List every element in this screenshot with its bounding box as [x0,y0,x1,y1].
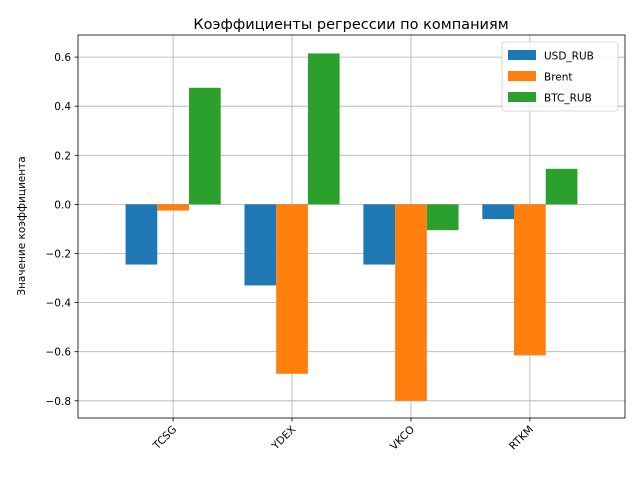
legend-label: BTC_RUB [544,93,592,105]
legend-swatch [508,92,536,102]
bar-brent-vkco [395,204,427,401]
y-tick-label: −0.8 [46,396,72,408]
plot-frame [77,34,626,419]
y-axis: −0.8 −0.6 −0.4 −0.2 0.0 0.2 0.4 0.6 [46,52,78,408]
bar-usd-rub-rtkm [482,204,515,220]
bars [125,53,578,401]
y-axis-label: Значение коэффициента [16,156,28,295]
bar-btc-rub-ydex [307,53,340,205]
y-tick-label: −0.4 [46,298,72,310]
bar-btc-rub-tcsg [188,87,221,205]
y-tick-label: 0.6 [54,52,71,64]
bar-brent-rtkm [514,204,546,356]
legend-label: USD_RUB [544,51,594,63]
legend-swatch [508,50,536,60]
y-tick-label: −0.6 [46,347,72,359]
y-tick-label: 0.0 [54,199,71,211]
bar-brent-ydex [276,204,308,374]
bar-brent-tcsg [157,204,189,211]
chart-title: Коэффициенты регрессии по компаниям [193,17,508,33]
legend: USD_RUB Brent BTC_RUB [501,41,619,112]
y-tick-label: −0.2 [46,249,72,261]
bar-usd-rub-ydex [244,204,277,286]
bar-btc-rub-vkco [426,204,459,231]
y-tick-label: 0.4 [54,101,71,113]
bar-btc-rub-rtkm [545,168,578,205]
bar-usd-rub-tcsg [125,204,158,265]
legend-label: Brent [544,72,573,84]
y-tick-label: 0.2 [54,150,71,162]
bar-usd-rub-vkco [363,204,396,265]
legend-swatch [508,71,536,81]
